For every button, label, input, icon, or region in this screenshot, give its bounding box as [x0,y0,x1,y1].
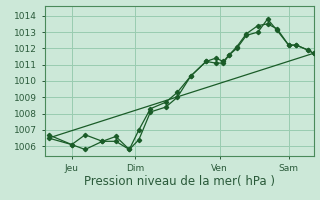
X-axis label: Pression niveau de la mer( hPa ): Pression niveau de la mer( hPa ) [84,175,275,188]
